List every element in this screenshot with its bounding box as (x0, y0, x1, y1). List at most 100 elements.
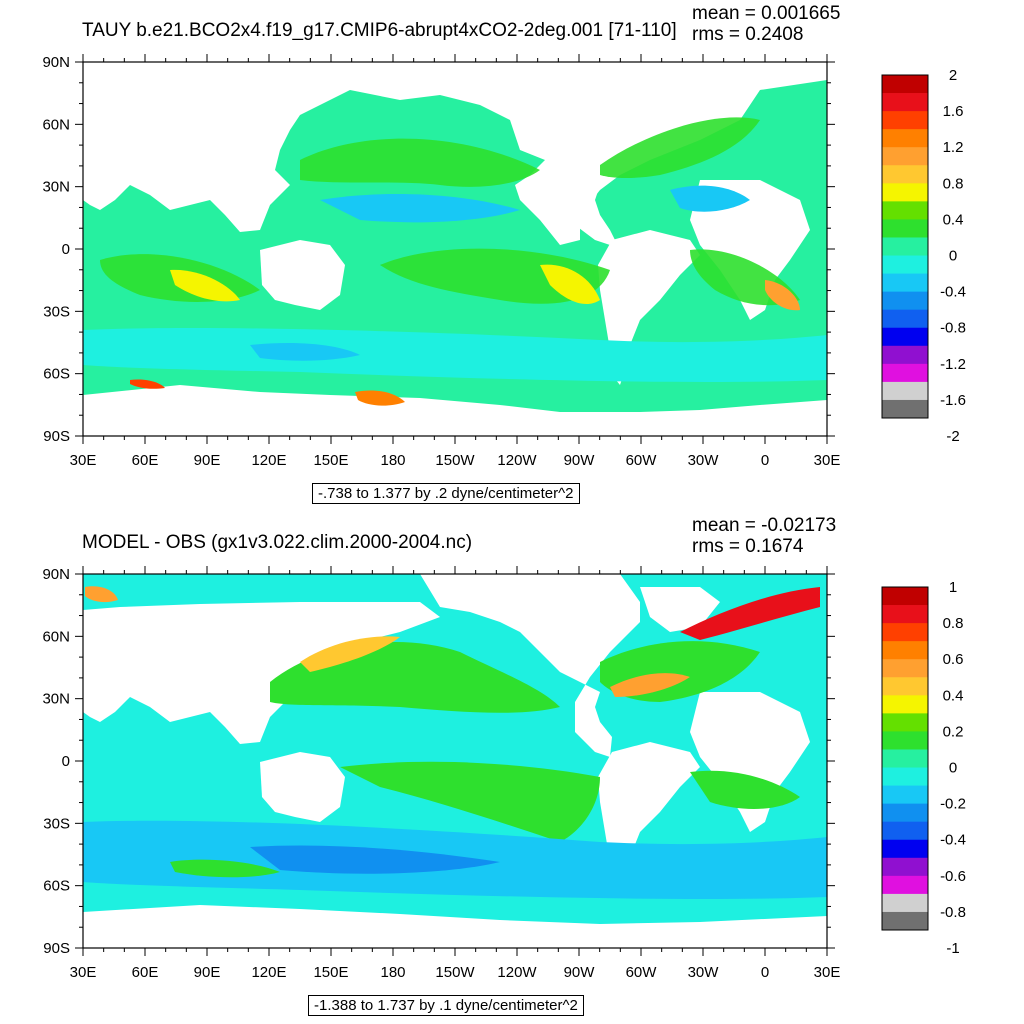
top-land-america-north (560, 62, 720, 250)
top-band-yellow-pacific (540, 264, 600, 305)
bottom-colorbar-swatch (882, 767, 928, 786)
top-colorbar-swatch (882, 345, 928, 365)
top-x-tick-label: 30W (688, 452, 720, 469)
top-land-antarctica (83, 385, 827, 436)
top-x-tick-label: 90W (564, 452, 596, 469)
top-y-tick-label: 60N (42, 116, 70, 133)
top-colorbar-label: -1.2 (940, 356, 966, 373)
top-x-tick-label: 150E (313, 452, 348, 469)
bottom-colorbar-swatch (882, 713, 928, 732)
top-band-orange-atlantic (765, 280, 800, 311)
top-x-tick-label: 60W (626, 452, 658, 469)
bottom-colorbar-swatch (882, 911, 928, 931)
bottom-x-tick-label: 60E (132, 964, 159, 981)
top-colorbar-swatch (882, 201, 928, 220)
top-colorbar-swatch (882, 291, 928, 311)
top-band-yellow-indian (170, 269, 240, 302)
bottom-band-southern-deep-blue (250, 845, 500, 874)
bottom-colorbar-label: -0.4 (940, 832, 966, 849)
bottom-x-tick-label: 150E (313, 964, 348, 981)
bottom-chart-title: MODEL - OBS (gx1v3.022.clim.2000-2004.nc… (82, 532, 473, 553)
bottom-colorbar-label: -0.6 (940, 868, 966, 885)
top-colorbar-swatch (882, 183, 928, 202)
bottom-x-tick-label: 120E (251, 964, 286, 981)
top-band-south-pacific (380, 248, 610, 304)
top-band-antarctic-orange (355, 390, 405, 406)
bottom-colorbar-frame (881, 586, 929, 931)
bottom-mean-label: mean = -0.02173 (692, 515, 837, 536)
bottom-colorbar-swatch (882, 731, 928, 750)
top-colorbar-label: 2 (949, 67, 957, 84)
bottom-map-panel: 30E 60E 90E 120E 150E 180 150W 120W 90W 60W 30W 0 30… (0, 512, 1024, 1024)
top-y-tick-label: 60S (43, 366, 70, 383)
bottom-y-tick-label: 30N (42, 691, 70, 708)
top-axes: 30E 60E 90E 120E 150E 180 150W 120W 90W 60W 30W 0 30… (42, 54, 840, 469)
top-y-tick-label: 30N (42, 179, 70, 196)
bottom-colorbar-swatch (882, 821, 928, 841)
bottom-colorbar-swatch (882, 605, 928, 624)
bottom-colorbar-label: 0.8 (943, 615, 964, 632)
bottom-colorbar-label: 1 (949, 579, 957, 596)
top-band-north-subtropical (300, 138, 540, 187)
top-x-tick-label: 180 (380, 452, 405, 469)
bottom-colorbar-swatch (882, 875, 928, 895)
bottom-map-svg: 30E 60E 90E 120E 150E 180 150W 120W 90W 60W 30W 0 30… (42, 566, 966, 981)
bottom-colorbar-label: -0.8 (940, 904, 966, 921)
bottom-band-south-pacific (340, 761, 600, 842)
bottom-land-greenland (640, 587, 720, 632)
bottom-x-tick-label: 90E (194, 964, 221, 981)
bottom-colorbar-swatch (882, 587, 928, 606)
bottom-band-south-atlantic-green (690, 770, 800, 809)
top-colorbar-label: -0.8 (940, 320, 966, 337)
top-colorbar-swatch (882, 75, 928, 94)
bottom-land-africa (690, 692, 810, 832)
bottom-colorbar-swatch (882, 857, 928, 877)
bottom-x-tick-label: 30W (688, 964, 720, 981)
top-x-tick-label: 90E (194, 452, 221, 469)
bottom-land-australia (260, 752, 345, 822)
bottom-y-tick-label: 60S (43, 878, 70, 895)
bottom-colorbar-label: 0.6 (943, 651, 964, 668)
top-map-panel: 30E 60E 90E 120E 150E 180 150W 120W 90W 60W 30W 0 30… (42, 3, 966, 504)
bottom-land-north-america (420, 574, 640, 757)
bottom-x-tick-label: 30E (814, 964, 841, 981)
top-colorbar-swatch (882, 93, 928, 112)
top-colorbar: 2 1.6 1.2 0.8 0.4 0 -0.4 -0.8 -1.2 -1.6 -2 (881, 67, 966, 445)
top-ocean-field (83, 62, 827, 436)
top-colorbar-swatch (882, 255, 928, 274)
top-chart-title: TAUY b.e21.BCO2x4.f19_g17.CMIP6-abrupt4x… (82, 20, 677, 41)
bottom-colorbar-label: 0 (949, 760, 957, 777)
bottom-colorbar-swatch (882, 893, 928, 913)
bottom-x-tick-label: 120W (497, 964, 537, 981)
bottom-y-tick-label: 30S (43, 815, 70, 832)
bottom-y-tick-label: 90N (42, 566, 70, 583)
bottom-band-yellow-pacific (300, 636, 400, 672)
top-band-blue-north-pacific (320, 194, 520, 223)
top-colorbar-label: 1.2 (943, 139, 964, 156)
bottom-x-tick-label: 180 (380, 964, 405, 981)
top-colorbar-swatch (882, 129, 928, 148)
bottom-colorbar-swatch (882, 785, 928, 805)
top-land-africa (690, 180, 810, 320)
bottom-y-tick-label: 60N (42, 628, 70, 645)
bottom-x-tick-label: 0 (761, 964, 769, 981)
top-colorbar-swatch (882, 219, 928, 238)
top-colorbar-label: -1.6 (940, 392, 966, 409)
top-colorbar-swatch (882, 327, 928, 347)
bottom-colorbar-swatch (882, 623, 928, 642)
bottom-colorbar-swatch (882, 641, 928, 660)
top-colorbar-swatch (882, 147, 928, 166)
bottom-ocean-field (83, 574, 827, 948)
top-y-tick-label: 0 (62, 241, 70, 258)
bottom-colorbar-swatch (882, 695, 928, 714)
top-colorbar-swatch (882, 399, 928, 419)
bottom-colorbar-label: -1 (946, 940, 959, 957)
bottom-colorbar-label: 0.2 (943, 723, 964, 740)
top-band-southern-ocean (83, 328, 827, 383)
top-mean-label: mean = 0.001665 (692, 3, 841, 24)
top-band-blue-atlantic (670, 185, 750, 212)
top-colorbar-label: 0 (949, 248, 957, 265)
top-colorbar-frame (881, 74, 929, 419)
bottom-y-tick-label: 90S (43, 940, 70, 957)
bottom-y-tick-label: 0 (62, 753, 70, 770)
